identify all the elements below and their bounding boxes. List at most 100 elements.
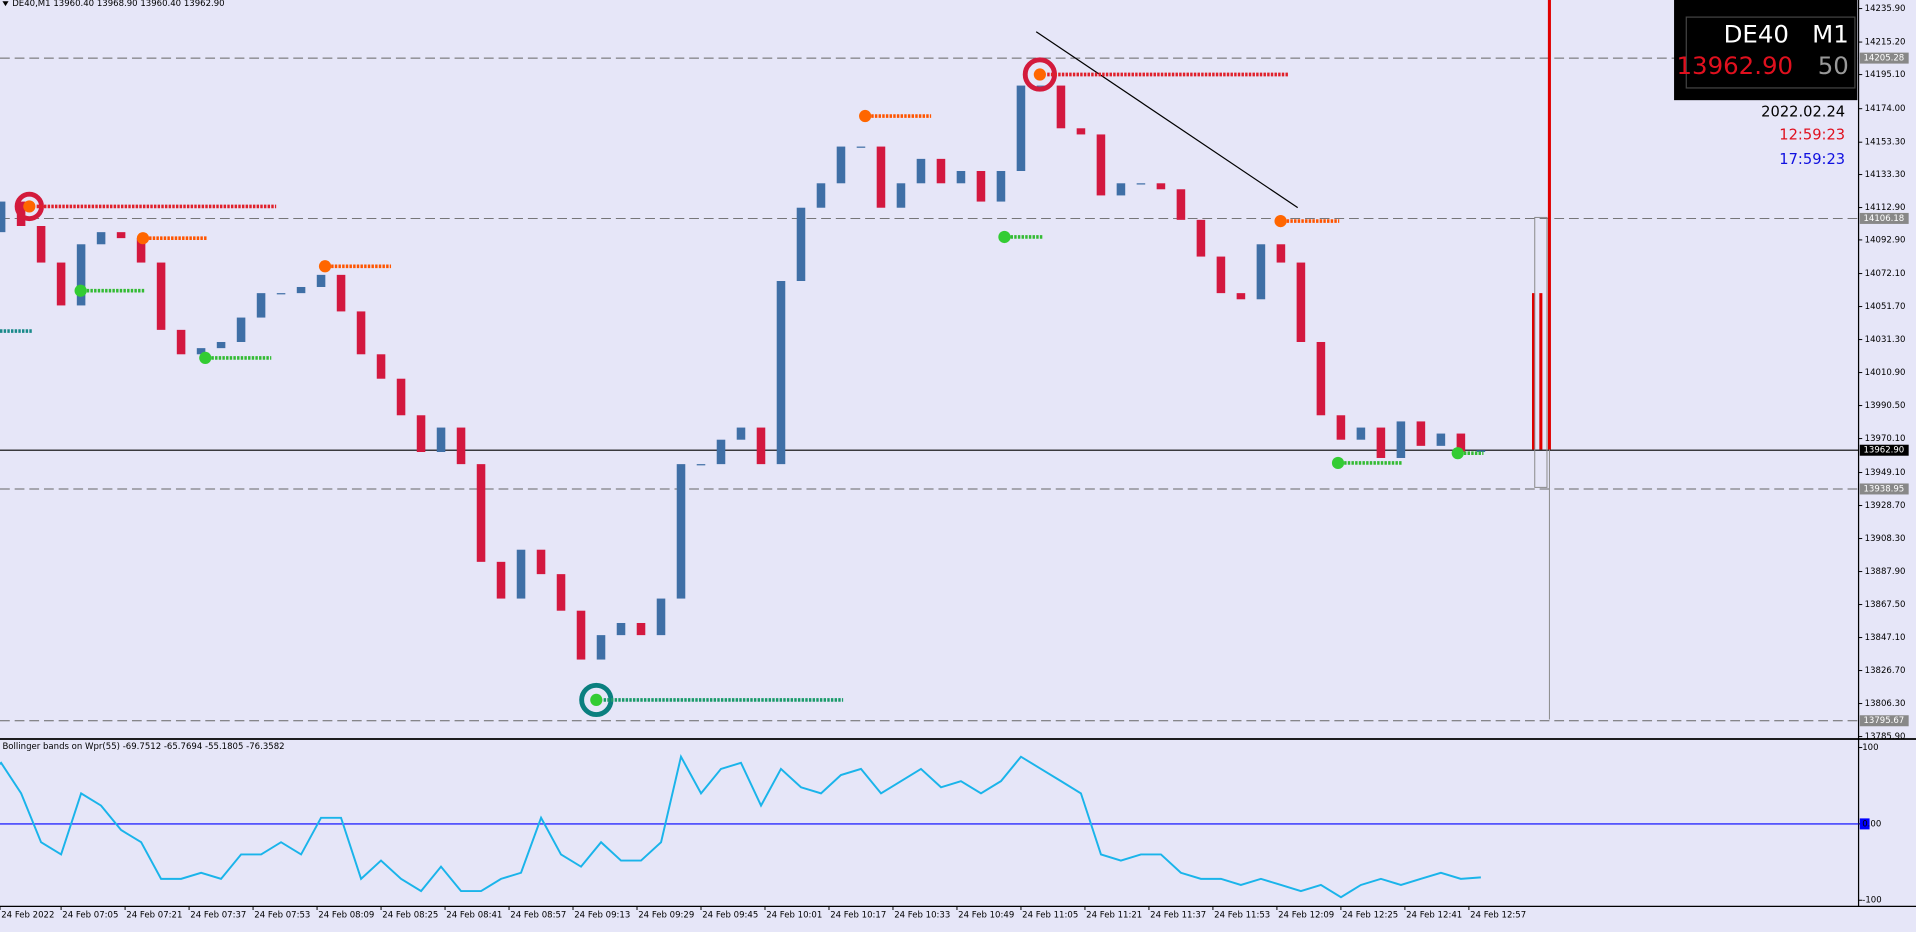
x-tick-label: 24 Feb 11:53 bbox=[1214, 910, 1270, 920]
info-timeframe: M1 bbox=[1812, 19, 1849, 48]
x-tick-label: 24 Feb 07:37 bbox=[190, 910, 246, 920]
candle-body bbox=[976, 170, 986, 202]
candle-body bbox=[1396, 421, 1406, 458]
y-tick-label: 13785.90 bbox=[1865, 732, 1906, 742]
buy-dot bbox=[590, 693, 603, 707]
candle-body bbox=[796, 207, 806, 282]
candle-body bbox=[1256, 244, 1266, 300]
candle-body bbox=[116, 232, 126, 239]
candle-body bbox=[716, 439, 726, 465]
sell-dot bbox=[318, 260, 332, 273]
candle-body bbox=[1336, 415, 1346, 440]
x-tick-label: 24 Feb 11:37 bbox=[1150, 910, 1206, 920]
x-tick-label: 24 Feb 08:57 bbox=[510, 910, 566, 920]
info-date: 2022.02.24 bbox=[1761, 103, 1845, 120]
level-label: 13938.95 bbox=[1863, 484, 1904, 494]
candle-body bbox=[1476, 450, 1486, 452]
candle-body bbox=[276, 293, 286, 295]
y-tick-label: 14133.30 bbox=[1865, 170, 1906, 180]
info-server-time: 12:59:23 bbox=[1779, 127, 1845, 144]
candle-body bbox=[256, 293, 266, 318]
candle-body bbox=[416, 415, 426, 452]
candle-body bbox=[516, 549, 526, 599]
candle-body bbox=[556, 574, 566, 611]
candle-body bbox=[756, 427, 766, 465]
candle-body bbox=[1356, 427, 1366, 440]
x-tick-label: 24 Feb 09:13 bbox=[574, 910, 630, 920]
y-tick-label: 13990.50 bbox=[1865, 401, 1906, 411]
level-label-box bbox=[1859, 715, 1909, 727]
y-tick-label: 14072.10 bbox=[1865, 269, 1906, 279]
x-tick-label: 24 Feb 10:49 bbox=[958, 910, 1014, 920]
price-plot bbox=[0, 57, 1859, 722]
candle-body bbox=[1376, 427, 1386, 458]
y-tick-label: 13970.10 bbox=[1865, 434, 1906, 444]
candle-body bbox=[456, 427, 466, 465]
candle-body bbox=[1416, 421, 1426, 446]
x-tick-label: 24 Feb 12:09 bbox=[1278, 910, 1334, 920]
y-tick-label: 14195.10 bbox=[1865, 70, 1906, 80]
wpr-line bbox=[0, 753, 1481, 899]
candle-body bbox=[436, 427, 446, 452]
y-tick-label: 0.00 bbox=[1862, 819, 1881, 829]
x-tick-label: 24 Feb 12:41 bbox=[1406, 910, 1462, 920]
candle-body bbox=[1436, 433, 1446, 446]
x-tick-label: 24 Feb 10:17 bbox=[830, 910, 886, 920]
info-symbol: DE40 bbox=[1724, 19, 1789, 48]
level-label: 14106.18 bbox=[1863, 214, 1904, 224]
y-tick-label: 14174.00 bbox=[1865, 104, 1906, 114]
y-tick-label: 13826.70 bbox=[1865, 666, 1906, 676]
buy-dot bbox=[1331, 456, 1345, 470]
x-tick-label: 24 Feb 08:09 bbox=[318, 910, 374, 920]
buy-dot bbox=[74, 284, 87, 297]
y-tick-label: 14010.90 bbox=[1865, 368, 1906, 378]
candle-body bbox=[936, 158, 946, 184]
y-tick-label: 13908.30 bbox=[1865, 534, 1906, 544]
candle-body bbox=[916, 158, 926, 184]
y-tick-label: 13887.90 bbox=[1865, 567, 1906, 577]
x-tick-label: 24 Feb 07:05 bbox=[62, 910, 118, 920]
buy-dot bbox=[1451, 447, 1464, 460]
candle-body bbox=[476, 464, 486, 562]
y-tick-label: 14031.30 bbox=[1865, 335, 1906, 345]
x-tick-label: 24 Feb 12:57 bbox=[1470, 910, 1526, 920]
y-tick-label: 14092.90 bbox=[1865, 235, 1906, 245]
trend-line bbox=[1035, 31, 1299, 209]
candle-body bbox=[176, 329, 186, 355]
candle-body bbox=[1216, 256, 1226, 294]
range-box bbox=[1534, 216, 1548, 488]
candle-body bbox=[0, 201, 6, 233]
candle-body bbox=[496, 561, 506, 599]
candle-body bbox=[216, 341, 226, 349]
candle-body bbox=[956, 170, 966, 184]
x-tick-label: 24 Feb 11:05 bbox=[1022, 910, 1078, 920]
candle-body bbox=[776, 281, 786, 465]
candle-body bbox=[816, 183, 826, 208]
y-tick-label: 14051.70 bbox=[1865, 302, 1906, 312]
last-price-box bbox=[1859, 444, 1909, 456]
x-tick-label: 24 Feb 11:21 bbox=[1086, 910, 1142, 920]
y-tick-label: 13867.50 bbox=[1865, 600, 1906, 610]
x-tick-label: 24 Feb 09:45 bbox=[702, 910, 758, 920]
info-spread: 50 bbox=[1818, 51, 1849, 80]
sell-dot bbox=[859, 109, 872, 123]
candle-body bbox=[576, 610, 586, 660]
candle-body bbox=[316, 274, 326, 287]
candle-body bbox=[1076, 128, 1086, 135]
candle-body bbox=[56, 262, 66, 306]
info-local-time: 17:59:23 bbox=[1779, 151, 1845, 168]
candle-body bbox=[296, 286, 306, 294]
candle-body bbox=[236, 317, 246, 342]
candle-body bbox=[1316, 341, 1326, 416]
candle-body bbox=[1196, 219, 1206, 257]
candle-body bbox=[596, 635, 606, 660]
x-tick-label: 24 Feb 08:25 bbox=[382, 910, 438, 920]
candle-body bbox=[676, 464, 686, 599]
x-tick-label: 24 Feb 10:01 bbox=[766, 910, 822, 920]
candle-body bbox=[1236, 293, 1246, 300]
buy-ring bbox=[579, 682, 614, 718]
candle-body bbox=[336, 274, 346, 312]
x-tick-label: 24 Feb 07:21 bbox=[126, 910, 182, 920]
last-price-label: 13962.90 bbox=[1863, 446, 1904, 456]
